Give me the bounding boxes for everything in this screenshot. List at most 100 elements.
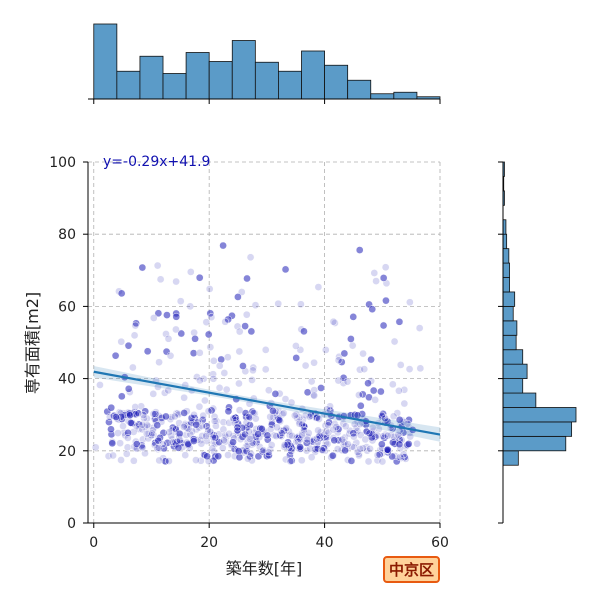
scatter-point xyxy=(205,285,214,293)
scatter-point xyxy=(395,317,404,326)
scatter-point xyxy=(163,311,171,319)
scatter-point xyxy=(217,355,226,364)
scatter-point xyxy=(313,413,321,422)
scatter-point xyxy=(235,327,244,336)
scatter-point xyxy=(296,346,305,354)
scatter-point xyxy=(130,331,139,340)
scatter-point xyxy=(254,452,263,461)
scatter-point xyxy=(343,377,352,386)
y-hist-bar xyxy=(502,233,508,250)
scatter-points xyxy=(91,241,425,466)
scatter-point xyxy=(287,456,296,465)
scatter-point xyxy=(281,395,290,403)
x-histogram xyxy=(88,23,441,104)
x-tick-label: 0 xyxy=(89,535,98,551)
scatter-point xyxy=(214,452,223,461)
scatter-point xyxy=(338,435,347,444)
scatter-point xyxy=(139,411,148,419)
scatter-point xyxy=(300,327,308,336)
scatter-point xyxy=(324,428,333,437)
scatter-point xyxy=(245,412,253,421)
scatter-point xyxy=(283,440,292,449)
scatter-point xyxy=(301,361,310,370)
scatter-point xyxy=(176,297,185,306)
scatter-point xyxy=(208,444,217,453)
x-tick-label: 60 xyxy=(431,535,449,551)
scatter-point xyxy=(124,384,133,393)
scatter-point xyxy=(229,414,238,423)
scatter-point xyxy=(183,421,192,429)
scatter-point xyxy=(117,392,126,401)
scatter-point xyxy=(114,429,122,437)
scatter-point xyxy=(396,361,405,369)
scatter-point xyxy=(359,349,367,358)
scatter-point xyxy=(377,411,386,420)
scatter-point xyxy=(235,379,243,388)
y-hist-bar xyxy=(502,392,537,408)
scatter-point xyxy=(321,346,330,354)
scatter-point xyxy=(109,451,117,460)
scatter-point xyxy=(303,388,312,397)
scatter-point xyxy=(273,423,281,432)
scatter-point xyxy=(303,435,312,444)
scatter-point xyxy=(233,423,242,432)
scatter-point xyxy=(180,409,189,417)
scatter-point xyxy=(126,411,134,420)
scatter-point xyxy=(138,263,147,272)
regression xyxy=(93,365,441,442)
scatter-point xyxy=(181,451,190,459)
scatter-point xyxy=(209,433,217,442)
y-histogram xyxy=(498,161,577,524)
scatter-point xyxy=(279,409,288,418)
scatter-point xyxy=(280,441,289,449)
scatter-point xyxy=(199,411,208,420)
scatter-point xyxy=(292,354,301,362)
scatter-point xyxy=(328,451,337,460)
scatter-point xyxy=(195,273,204,282)
scatter-point xyxy=(215,361,224,370)
scatter-point xyxy=(348,442,356,451)
scatter-point xyxy=(304,429,313,437)
scatter-point xyxy=(204,330,213,339)
scatter-point xyxy=(290,411,299,420)
scatter-point xyxy=(202,422,211,431)
x-hist-bar xyxy=(301,50,325,100)
scatter-point xyxy=(375,425,383,433)
scatter-point xyxy=(379,274,388,282)
scatter-point xyxy=(373,451,382,459)
scatter-point xyxy=(180,421,189,430)
scatter-point xyxy=(264,386,273,395)
scatter-point xyxy=(278,410,287,419)
x-axis-label: 築年数[年] xyxy=(226,559,303,578)
x-hist-bar xyxy=(278,70,302,100)
scatter-point xyxy=(116,439,124,448)
scatter-point xyxy=(320,430,329,439)
y-hist-bar xyxy=(502,435,567,452)
scatter-point xyxy=(390,337,399,346)
scatter-point xyxy=(395,453,404,461)
scatter-point xyxy=(129,363,137,372)
scatter-point xyxy=(358,390,367,399)
scatter-point xyxy=(271,390,280,398)
scatter-point xyxy=(329,425,338,434)
scatter-point xyxy=(315,415,323,423)
scatter-point xyxy=(288,431,296,440)
y-tick-label: 40 xyxy=(58,372,76,388)
scatter-point xyxy=(219,241,227,250)
scatter-point xyxy=(247,327,256,336)
scatter-point xyxy=(365,429,374,438)
scatter-point xyxy=(172,325,180,334)
scatter-point xyxy=(366,444,374,453)
scatter-point xyxy=(108,439,117,448)
scatter-point xyxy=(324,421,332,430)
scatter-point xyxy=(137,402,146,411)
scatter-point xyxy=(198,432,206,440)
regression-equation: y=-0.29x+41.9 xyxy=(103,154,210,170)
scatter-point xyxy=(281,265,290,274)
scatter-point xyxy=(377,440,386,449)
scatter-point xyxy=(314,283,323,291)
y-tick-label: 60 xyxy=(58,299,76,315)
scatter-point xyxy=(381,263,390,272)
y-tick-label: 20 xyxy=(58,444,76,460)
scatter-point xyxy=(347,335,355,343)
